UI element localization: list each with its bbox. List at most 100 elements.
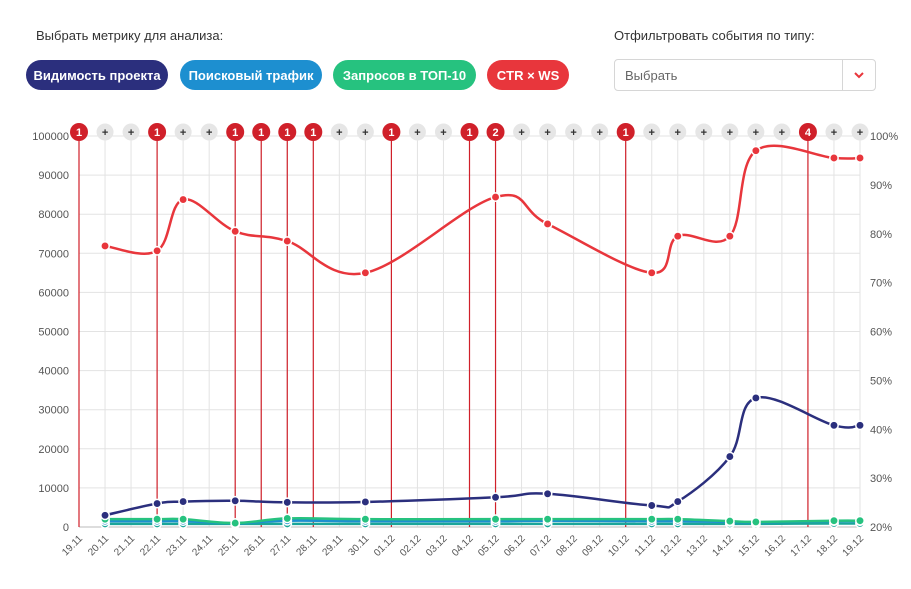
series-1-point	[542, 488, 553, 499]
metric-traffic-button[interactable]: Поисковый трафик	[180, 60, 322, 90]
event-marker-circle	[148, 123, 167, 141]
add-event-marker[interactable]: +	[122, 123, 140, 141]
x-tick-label: 25.11	[216, 533, 241, 558]
y-left-tick-label: 0	[63, 522, 69, 534]
metric-ctr-button[interactable]: CTR × WS	[487, 60, 569, 90]
plus-icon: +	[649, 127, 655, 139]
plus-icon: +	[128, 127, 134, 139]
add-event-marker[interactable]: +	[408, 123, 426, 141]
event-marker[interactable]: 1	[70, 123, 88, 141]
event-count-label: 1	[284, 127, 290, 139]
filter-label: Отфильтровать события по типу:	[614, 28, 815, 43]
plus-icon: +	[180, 127, 186, 139]
add-marker-circle	[669, 123, 687, 141]
add-marker-circle	[643, 123, 661, 141]
add-event-marker[interactable]: +	[747, 123, 765, 141]
add-event-marker[interactable]: +	[695, 123, 713, 141]
series-0-point	[542, 219, 553, 229]
add-marker-circle	[825, 123, 843, 141]
x-tick-label: 12.12	[658, 533, 684, 559]
add-event-marker[interactable]: +	[851, 123, 869, 141]
x-tick-label: 06.12	[502, 533, 528, 559]
event-type-select[interactable]: Выбрать	[614, 59, 876, 91]
x-tick-label: 02.12	[398, 533, 424, 559]
event-marker[interactable]: 1	[382, 123, 401, 141]
add-event-marker[interactable]: +	[174, 123, 192, 141]
event-marker-circle	[252, 123, 271, 141]
event-count-label: 1	[310, 127, 316, 139]
x-tick-label: 08.12	[554, 533, 580, 559]
x-tick-label: 14.12	[710, 533, 736, 559]
event-marker[interactable]: 1	[278, 123, 297, 141]
y-left-tick-label: 90000	[38, 170, 69, 182]
add-marker-circle	[851, 123, 869, 141]
event-marker[interactable]: 1	[616, 123, 635, 141]
add-event-marker[interactable]: +	[643, 123, 661, 141]
series-1-point	[646, 500, 657, 511]
x-tick-label: 17.12	[789, 533, 815, 559]
y-right-tick-label: 20%	[870, 522, 892, 534]
y-right-tick-label: 100%	[870, 131, 898, 143]
metric-top10-button[interactable]: Запросов в ТОП-10	[333, 60, 476, 90]
series-0-line	[104, 144, 861, 276]
series-1-point	[490, 492, 501, 503]
metric-visibility-button[interactable]: Видимость проекта	[26, 60, 168, 90]
x-tick-label: 20.11	[86, 533, 111, 558]
series-0-point	[230, 226, 241, 237]
add-event-marker[interactable]: +	[513, 123, 531, 141]
event-marker[interactable]: 2	[486, 123, 505, 141]
series-2-point	[672, 514, 683, 525]
add-event-marker[interactable]: +	[356, 123, 374, 141]
series-0-point	[282, 236, 293, 247]
add-event-marker[interactable]: +	[96, 123, 114, 141]
event-marker-circle	[798, 123, 817, 141]
add-marker-circle	[539, 123, 557, 141]
event-marker[interactable]: 1	[460, 123, 479, 141]
y-left-tick-label: 40000	[38, 366, 69, 378]
chevron-down-icon[interactable]	[842, 60, 875, 90]
add-event-marker[interactable]: +	[539, 123, 557, 141]
y-left-tick-label: 80000	[38, 209, 69, 221]
add-event-marker[interactable]: +	[669, 123, 687, 141]
series-1-point	[100, 510, 110, 521]
plus-icon: +	[544, 127, 550, 139]
y-left-tick-label: 30000	[38, 405, 69, 417]
add-event-marker[interactable]: +	[330, 123, 348, 141]
event-marker[interactable]: 1	[304, 123, 323, 141]
event-count-label: 4	[805, 127, 812, 139]
event-count-label: 2	[492, 127, 498, 139]
add-event-marker[interactable]: +	[591, 123, 609, 141]
x-tick-label: 27.11	[268, 533, 293, 558]
series-2-point	[360, 514, 371, 525]
add-event-marker[interactable]: +	[434, 123, 452, 141]
add-marker-circle	[174, 123, 192, 141]
add-event-marker[interactable]: +	[721, 123, 739, 141]
series-1-point	[724, 451, 735, 462]
plus-icon: +	[518, 127, 524, 139]
series-0-point	[100, 241, 110, 251]
series-2-line	[105, 516, 861, 525]
event-marker[interactable]: 1	[226, 123, 245, 141]
x-tick-label: 23.11	[164, 533, 189, 558]
y-left-tick-label: 20000	[38, 444, 69, 456]
plus-icon: +	[727, 127, 733, 139]
series-0-point	[360, 267, 371, 278]
plus-icon: +	[701, 127, 707, 139]
event-marker[interactable]: 4	[798, 123, 817, 141]
event-type-select-value: Выбрать	[625, 68, 678, 83]
add-marker-circle	[747, 123, 765, 141]
series-1-point	[360, 497, 371, 507]
event-marker[interactable]: 1	[252, 123, 271, 141]
event-marker-circle	[70, 123, 88, 141]
add-event-marker[interactable]: +	[773, 123, 791, 141]
add-marker-circle	[773, 123, 791, 141]
add-event-marker[interactable]: +	[200, 123, 218, 141]
add-event-marker[interactable]: +	[565, 123, 583, 141]
series-0-point	[152, 245, 163, 256]
add-event-marker[interactable]: +	[825, 123, 843, 141]
x-tick-label: 19.12	[841, 533, 867, 559]
series-2-point	[490, 514, 501, 525]
event-marker[interactable]: 1	[148, 123, 167, 141]
y-right-tick-label: 70%	[870, 278, 892, 290]
series-2-point	[724, 516, 735, 527]
